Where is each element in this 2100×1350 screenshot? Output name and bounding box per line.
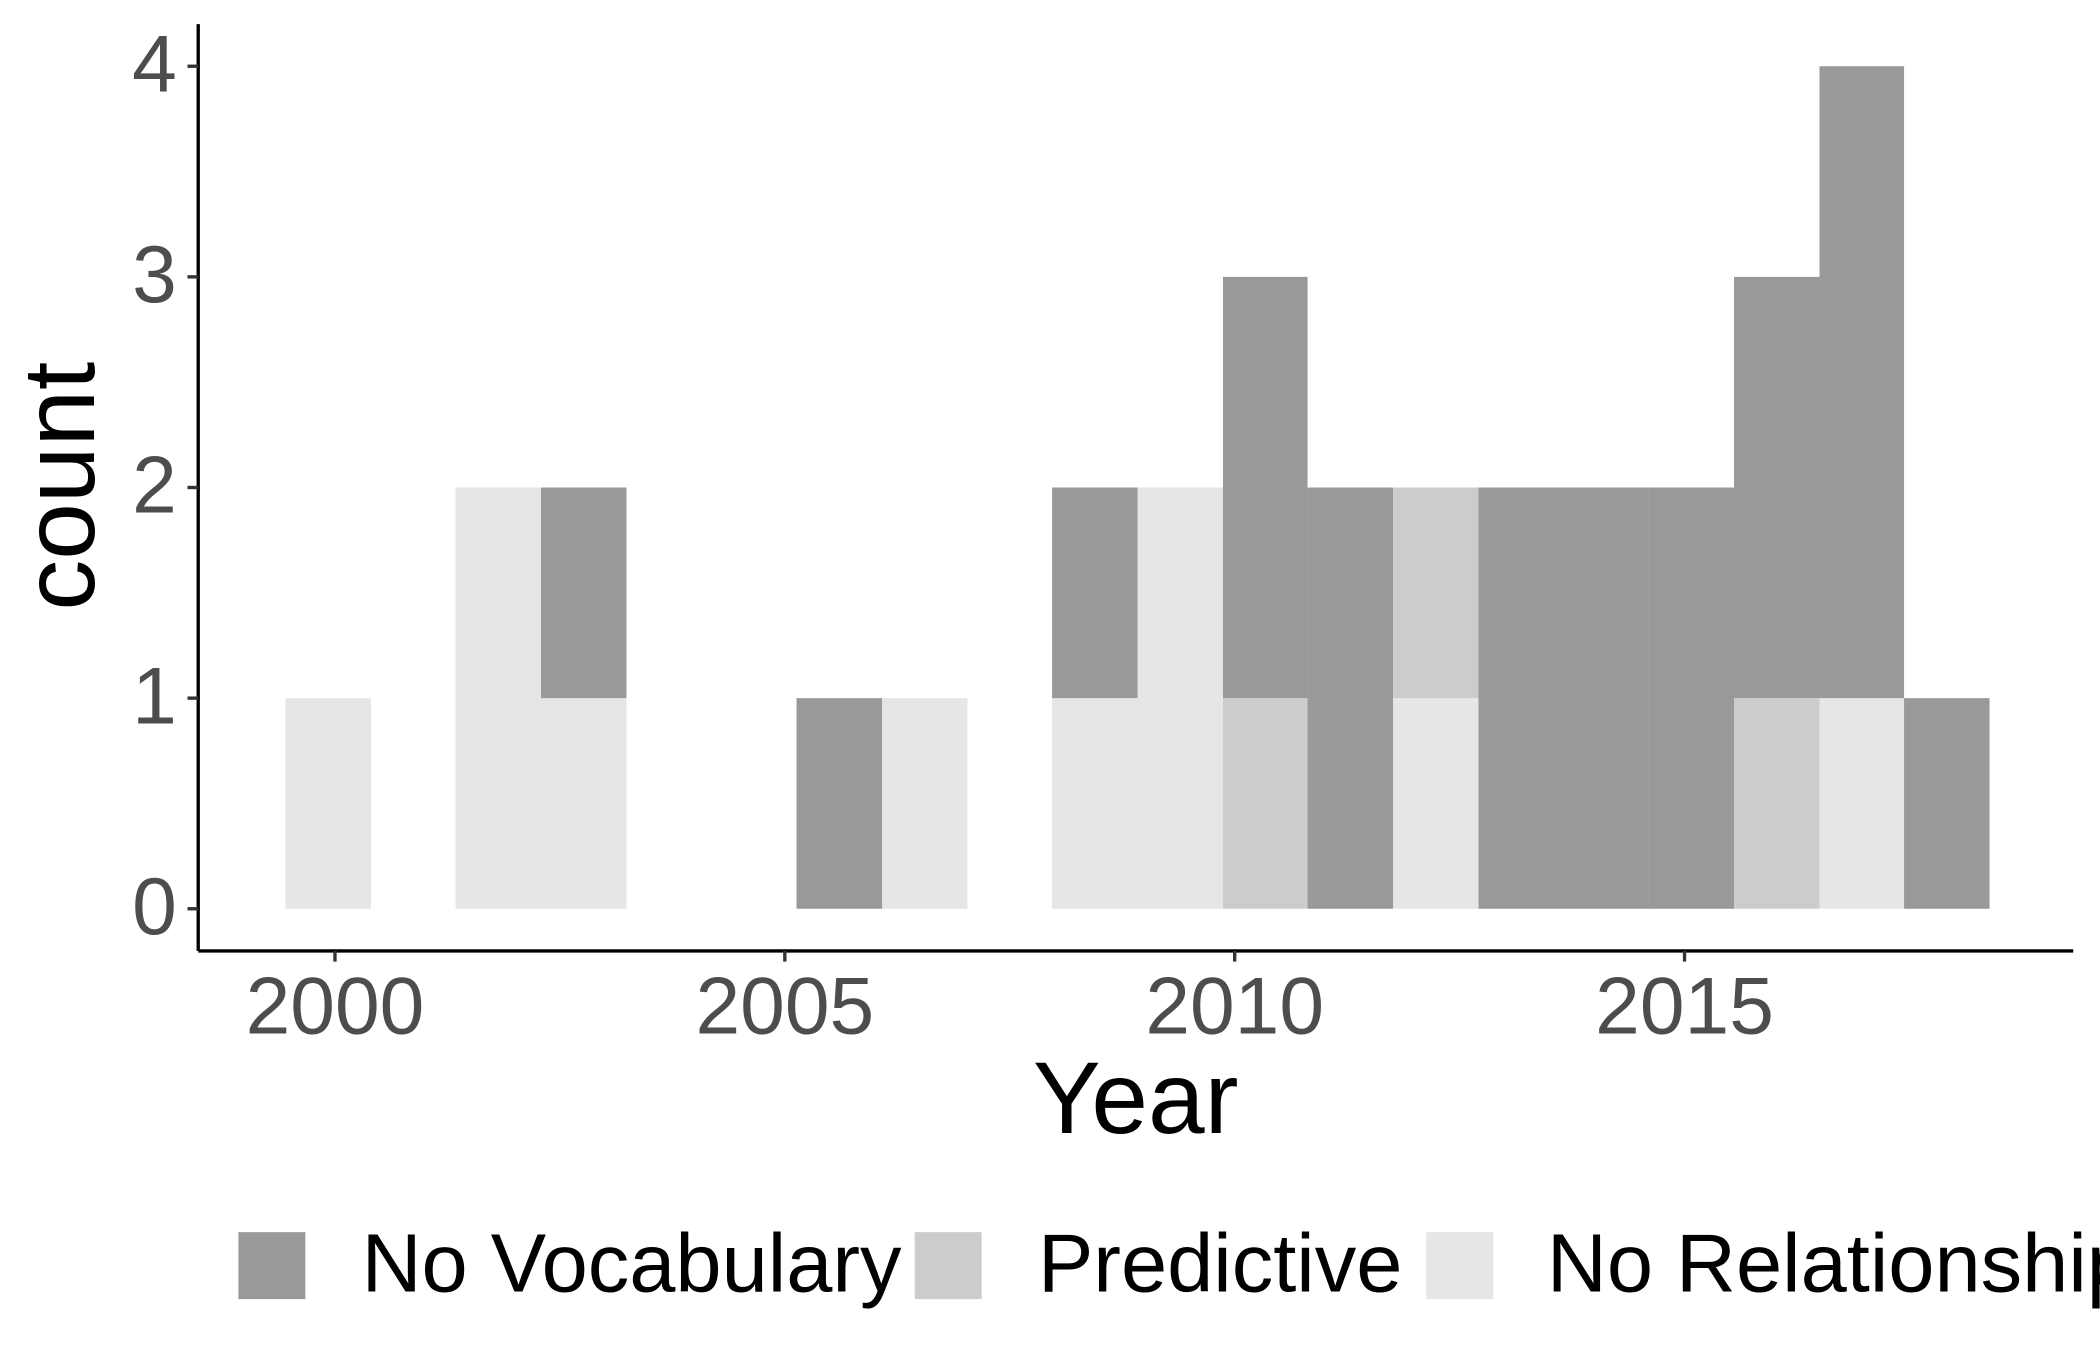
legend-label: No Vocabulary — [362, 1217, 902, 1310]
bar — [1819, 66, 1905, 699]
x-tick-label: 2005 — [695, 962, 874, 1052]
legend-swatch — [914, 1232, 982, 1300]
bar — [796, 698, 882, 909]
bar — [541, 487, 627, 699]
y-tick-label: 0 — [132, 862, 177, 952]
bar — [1734, 698, 1820, 909]
bar — [1393, 487, 1479, 699]
x-tick-label: 2015 — [1595, 962, 1774, 1052]
legend-label: No Relationship — [1547, 1217, 2100, 1310]
y-tick-label: 3 — [132, 230, 177, 320]
bar — [455, 487, 542, 909]
bar — [1052, 487, 1138, 699]
y-tick-label: 2 — [132, 441, 177, 531]
bar — [1904, 698, 1990, 909]
bar — [541, 698, 627, 909]
bar — [1307, 487, 1394, 909]
x-tick-label: 2000 — [246, 962, 425, 1052]
bar — [1563, 487, 1649, 909]
bar — [1648, 487, 1735, 909]
bar — [1222, 276, 1308, 699]
bar — [1734, 276, 1820, 699]
bar — [1393, 698, 1479, 909]
y-axis-title: count — [2, 362, 116, 611]
legend-swatch — [238, 1232, 306, 1300]
y-tick-label: 1 — [132, 651, 177, 741]
legend-label: Predictive — [1038, 1217, 1403, 1310]
plot-area — [285, 66, 1990, 909]
bar — [881, 698, 968, 909]
x-tick-label: 2010 — [1145, 962, 1324, 1052]
bar — [1222, 698, 1308, 909]
bar — [1137, 487, 1223, 909]
bar — [1052, 698, 1138, 909]
bar — [285, 698, 371, 909]
y-tick-label: 4 — [132, 19, 177, 109]
x-axis-title: Year — [1033, 1041, 1239, 1155]
bar — [1819, 698, 1905, 909]
bar — [1478, 487, 1564, 909]
legend-swatch — [1426, 1232, 1494, 1300]
